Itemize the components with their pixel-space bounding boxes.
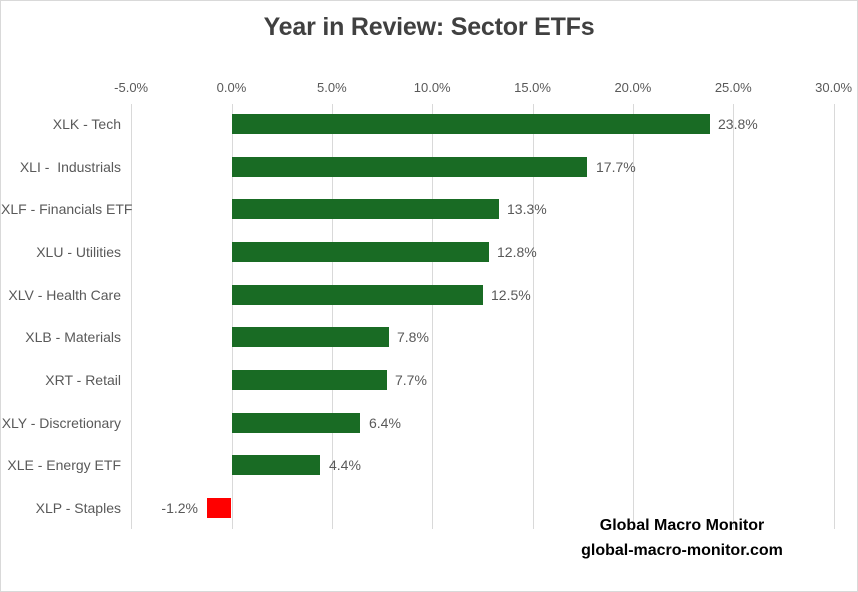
gridline — [131, 104, 132, 529]
category-label-xly-discretionary: XLY - Discretionary — [1, 415, 121, 431]
bar-value-label: 23.8% — [718, 116, 758, 132]
bar-xly-discretionary — [232, 413, 360, 433]
gridline — [232, 104, 233, 529]
category-label-xlf-financials-etf: XLF - Financials ETF — [1, 201, 133, 217]
x-axis-tick-label: 5.0% — [317, 80, 347, 95]
x-axis-tick-label: 10.0% — [413, 80, 451, 95]
bar-xlf-financials-etf — [232, 199, 499, 219]
x-axis-tick-label: 0.0% — [216, 80, 247, 95]
x-axis-tick-label: 30.0% — [815, 80, 853, 95]
bar-xle-energy-etf — [232, 455, 320, 475]
watermark: Global Macro Monitor global-macro-monito… — [517, 517, 847, 560]
watermark-title: Global Macro Monitor — [599, 517, 765, 534]
category-label-xlp-staples: XLP - Staples — [35, 500, 121, 516]
gridline — [533, 104, 534, 529]
bar-xlk-tech — [232, 114, 710, 134]
bar-value-label: 7.7% — [395, 372, 427, 388]
bar-xlu-utilities — [232, 242, 489, 262]
category-label-xli-industrials: XLI - Industrials — [19, 159, 121, 175]
bar-value-label: 12.5% — [491, 287, 531, 303]
category-label-xlk-tech: XLK - Tech — [52, 116, 121, 132]
bar-value-label: -1.2% — [161, 500, 198, 516]
x-axis-tick-label: 20.0% — [614, 80, 652, 95]
x-axis-tick-label: 25.0% — [714, 80, 752, 95]
bar-value-label: 12.8% — [497, 244, 537, 260]
gridline — [834, 104, 835, 529]
bar-value-label: 7.8% — [397, 329, 429, 345]
category-label-xrt-retail: XRT - Retail — [45, 372, 121, 388]
category-label-xlv-health-care: XLV - Health Care — [8, 287, 121, 303]
bar-xlv-health-care — [232, 285, 483, 305]
bar-value-label: 6.4% — [369, 415, 401, 431]
gridline — [733, 104, 734, 529]
category-label-xlb-materials: XLB - Materials — [25, 329, 121, 345]
category-label-xlu-utilities: XLU - Utilities — [36, 244, 121, 260]
watermark-url: global-macro-monitor.com — [581, 542, 783, 559]
gridline — [332, 104, 333, 529]
bar-xlp-staples — [207, 498, 231, 518]
bar-xrt-retail — [232, 370, 387, 390]
bar-value-label: 13.3% — [507, 201, 547, 217]
gridline — [633, 104, 634, 529]
chart-title: Year in Review: Sector ETFs — [263, 13, 595, 41]
bar-value-label: 17.7% — [596, 159, 636, 175]
x-axis-tick-label: -5.0% — [114, 80, 149, 95]
bar-xli-industrials — [232, 157, 587, 177]
bar-xlb-materials — [232, 327, 389, 347]
bar-value-label: 4.4% — [329, 457, 361, 473]
category-label-xle-energy-etf: XLE - Energy ETF — [7, 457, 121, 473]
gridline — [432, 104, 433, 529]
x-axis-tick-label: 15.0% — [514, 80, 551, 95]
